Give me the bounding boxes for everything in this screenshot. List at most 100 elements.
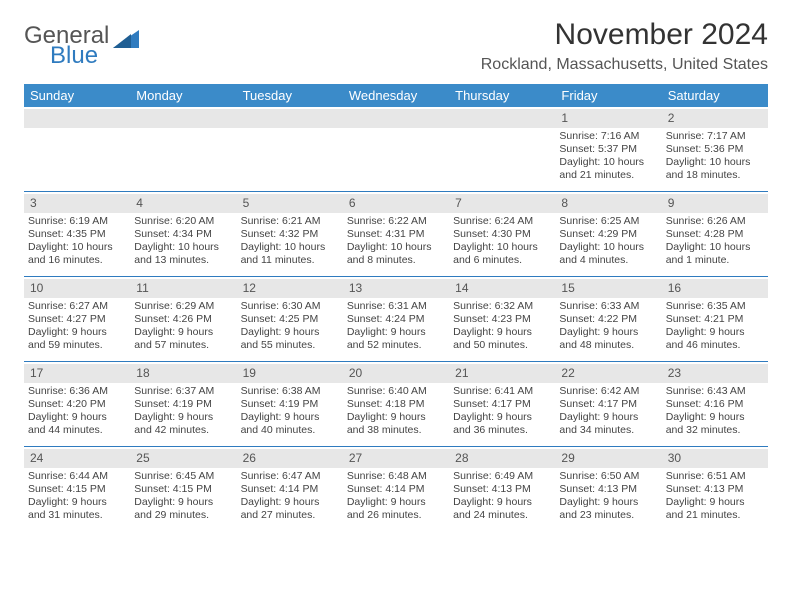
- sunrise-text: Sunrise: 6:31 AM: [347, 300, 445, 313]
- sunrise-text: Sunrise: 6:35 AM: [666, 300, 764, 313]
- daylight-text: and 8 minutes.: [347, 254, 445, 267]
- day-cell: 12Sunrise: 6:30 AMSunset: 4:25 PMDayligh…: [237, 277, 343, 361]
- daylight-text: Daylight: 9 hours: [134, 496, 232, 509]
- day-number: 15: [555, 279, 661, 298]
- sunrise-text: Sunrise: 6:40 AM: [347, 385, 445, 398]
- sunset-text: Sunset: 4:14 PM: [347, 483, 445, 496]
- sunrise-text: Sunrise: 6:26 AM: [666, 215, 764, 228]
- daylight-text: and 21 minutes.: [666, 509, 764, 522]
- brand-word2: Blue: [24, 44, 109, 68]
- daylight-text: and 4 minutes.: [559, 254, 657, 267]
- daylight-text: and 55 minutes.: [241, 339, 339, 352]
- daylight-text: and 59 minutes.: [28, 339, 126, 352]
- daylight-text: and 36 minutes.: [453, 424, 551, 437]
- sunset-text: Sunset: 4:31 PM: [347, 228, 445, 241]
- sunset-text: Sunset: 4:19 PM: [134, 398, 232, 411]
- daylight-text: Daylight: 9 hours: [28, 326, 126, 339]
- day-cell: 4Sunrise: 6:20 AMSunset: 4:34 PMDaylight…: [130, 192, 236, 276]
- daylight-text: and 24 minutes.: [453, 509, 551, 522]
- daylight-text: Daylight: 10 hours: [134, 241, 232, 254]
- daylight-text: Daylight: 9 hours: [134, 326, 232, 339]
- daylight-text: and 31 minutes.: [28, 509, 126, 522]
- daylight-text: Daylight: 9 hours: [28, 411, 126, 424]
- sunrise-text: Sunrise: 6:25 AM: [559, 215, 657, 228]
- weekday-header: Wednesday: [343, 84, 449, 107]
- day-cell: 30Sunrise: 6:51 AMSunset: 4:13 PMDayligh…: [662, 447, 768, 531]
- brand-triangle-icon: [113, 28, 139, 53]
- sunrise-text: Sunrise: 6:32 AM: [453, 300, 551, 313]
- sunset-text: Sunset: 5:36 PM: [666, 143, 764, 156]
- daylight-text: and 13 minutes.: [134, 254, 232, 267]
- day-cell: 6Sunrise: 6:22 AMSunset: 4:31 PMDaylight…: [343, 192, 449, 276]
- day-cell: 11Sunrise: 6:29 AMSunset: 4:26 PMDayligh…: [130, 277, 236, 361]
- day-number: 12: [237, 279, 343, 298]
- day-number: 26: [237, 449, 343, 468]
- daylight-text: Daylight: 9 hours: [241, 326, 339, 339]
- sunrise-text: Sunrise: 6:51 AM: [666, 470, 764, 483]
- sunrise-text: Sunrise: 6:43 AM: [666, 385, 764, 398]
- day-number: 28: [449, 449, 555, 468]
- day-number: [237, 109, 343, 128]
- daylight-text: Daylight: 10 hours: [559, 156, 657, 169]
- day-cell: 1Sunrise: 7:16 AMSunset: 5:37 PMDaylight…: [555, 107, 661, 191]
- sunrise-text: Sunrise: 6:30 AM: [241, 300, 339, 313]
- daylight-text: Daylight: 9 hours: [241, 496, 339, 509]
- sunrise-text: Sunrise: 6:19 AM: [28, 215, 126, 228]
- daylight-text: Daylight: 10 hours: [453, 241, 551, 254]
- day-cell: 14Sunrise: 6:32 AMSunset: 4:23 PMDayligh…: [449, 277, 555, 361]
- daylight-text: and 48 minutes.: [559, 339, 657, 352]
- header: General Blue November 2024 Rockland, Mas…: [24, 18, 768, 74]
- daylight-text: and 57 minutes.: [134, 339, 232, 352]
- daylight-text: Daylight: 10 hours: [666, 241, 764, 254]
- daylight-text: and 52 minutes.: [347, 339, 445, 352]
- sunrise-text: Sunrise: 6:50 AM: [559, 470, 657, 483]
- sunrise-text: Sunrise: 6:36 AM: [28, 385, 126, 398]
- day-number: [24, 109, 130, 128]
- sunrise-text: Sunrise: 6:42 AM: [559, 385, 657, 398]
- daylight-text: Daylight: 10 hours: [666, 156, 764, 169]
- daylight-text: and 23 minutes.: [559, 509, 657, 522]
- day-number: 4: [130, 194, 236, 213]
- day-cell: [237, 107, 343, 191]
- daylight-text: and 40 minutes.: [241, 424, 339, 437]
- day-number: 21: [449, 364, 555, 383]
- weekday-header: Monday: [130, 84, 236, 107]
- day-cell: 27Sunrise: 6:48 AMSunset: 4:14 PMDayligh…: [343, 447, 449, 531]
- day-cell: [130, 107, 236, 191]
- day-cell: 29Sunrise: 6:50 AMSunset: 4:13 PMDayligh…: [555, 447, 661, 531]
- daylight-text: Daylight: 10 hours: [347, 241, 445, 254]
- location-subtitle: Rockland, Massachusetts, United States: [481, 56, 768, 74]
- weekday-header: Sunday: [24, 84, 130, 107]
- day-number: 20: [343, 364, 449, 383]
- sunset-text: Sunset: 4:27 PM: [28, 313, 126, 326]
- sunrise-text: Sunrise: 6:38 AM: [241, 385, 339, 398]
- weekday-header: Tuesday: [237, 84, 343, 107]
- sunrise-text: Sunrise: 6:44 AM: [28, 470, 126, 483]
- sunrise-text: Sunrise: 7:17 AM: [666, 130, 764, 143]
- day-cell: 26Sunrise: 6:47 AMSunset: 4:14 PMDayligh…: [237, 447, 343, 531]
- day-number: 17: [24, 364, 130, 383]
- daylight-text: Daylight: 9 hours: [347, 496, 445, 509]
- daylight-text: and 6 minutes.: [453, 254, 551, 267]
- day-number: [343, 109, 449, 128]
- day-cell: 24Sunrise: 6:44 AMSunset: 4:15 PMDayligh…: [24, 447, 130, 531]
- week-row: 1Sunrise: 7:16 AMSunset: 5:37 PMDaylight…: [24, 107, 768, 191]
- sunrise-text: Sunrise: 6:49 AM: [453, 470, 551, 483]
- weekday-header: Thursday: [449, 84, 555, 107]
- day-cell: 5Sunrise: 6:21 AMSunset: 4:32 PMDaylight…: [237, 192, 343, 276]
- day-number: 22: [555, 364, 661, 383]
- page-title: November 2024: [481, 18, 768, 52]
- daylight-text: Daylight: 9 hours: [666, 496, 764, 509]
- daylight-text: and 34 minutes.: [559, 424, 657, 437]
- sunset-text: Sunset: 4:15 PM: [134, 483, 232, 496]
- day-cell: 9Sunrise: 6:26 AMSunset: 4:28 PMDaylight…: [662, 192, 768, 276]
- sunset-text: Sunset: 4:20 PM: [28, 398, 126, 411]
- brand-logo: General Blue: [24, 18, 139, 68]
- daylight-text: Daylight: 9 hours: [559, 496, 657, 509]
- daylight-text: and 42 minutes.: [134, 424, 232, 437]
- sunset-text: Sunset: 4:32 PM: [241, 228, 339, 241]
- sunset-text: Sunset: 4:17 PM: [453, 398, 551, 411]
- day-number: 19: [237, 364, 343, 383]
- day-cell: 21Sunrise: 6:41 AMSunset: 4:17 PMDayligh…: [449, 362, 555, 446]
- day-number: 23: [662, 364, 768, 383]
